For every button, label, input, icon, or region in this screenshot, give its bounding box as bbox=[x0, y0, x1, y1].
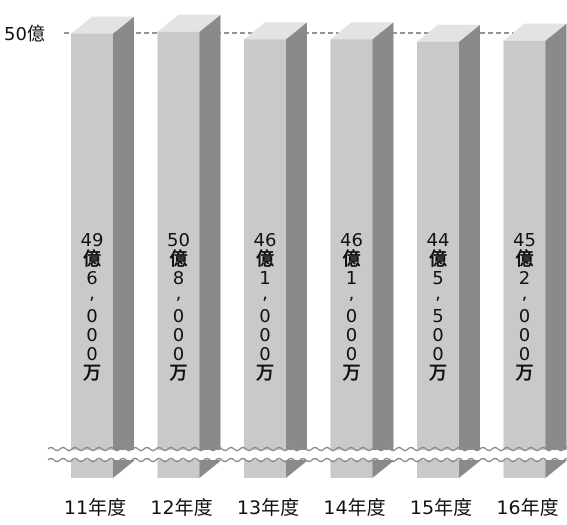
bar-value-glyph: , bbox=[176, 283, 182, 304]
bar-value-glyph: 1 bbox=[259, 268, 270, 289]
bar-side-face bbox=[545, 23, 567, 479]
bar-value-glyph: 46 bbox=[340, 230, 363, 251]
bar-value-glyph: 0 bbox=[519, 344, 530, 365]
bar-value-glyph: 万 bbox=[82, 363, 101, 384]
bar-value-glyph: 0 bbox=[432, 325, 443, 346]
bar-top-face bbox=[71, 16, 134, 34]
bar-value-glyph: 0 bbox=[86, 344, 97, 365]
bar-value-glyph: 万 bbox=[342, 363, 361, 384]
bar-value-glyph: 万 bbox=[515, 363, 534, 384]
bar-value-glyph: 49 bbox=[81, 230, 104, 251]
bar-value-glyph: , bbox=[522, 283, 528, 304]
axis-break-line bbox=[47, 457, 567, 463]
bar-side-face bbox=[199, 14, 221, 478]
bar-front-face bbox=[503, 40, 546, 479]
bar-value-glyph: , bbox=[262, 283, 268, 304]
bar-value-glyph: , bbox=[435, 283, 441, 304]
bar-value-glyph: 億 bbox=[343, 248, 361, 270]
reference-line-label: 50億 bbox=[4, 24, 45, 45]
category-labels-group: 11年度 12年度 13年度 14年度 15年度 16年度 bbox=[64, 497, 559, 519]
bar-value-glyph: 46 bbox=[254, 230, 277, 251]
bar-value-glyph: 万 bbox=[169, 363, 188, 384]
category-label: 12年度 bbox=[150, 497, 212, 519]
bar-value-glyph: 0 bbox=[519, 325, 530, 346]
bar-value-glyph: 億 bbox=[83, 248, 101, 270]
bar-front-face bbox=[71, 33, 113, 478]
bar-value-glyph: , bbox=[349, 283, 355, 304]
bar-value-glyph: 億 bbox=[429, 248, 447, 270]
bar-front-face bbox=[417, 41, 459, 478]
bar-top-face bbox=[503, 23, 567, 41]
bar-front-face bbox=[330, 39, 373, 479]
category-label: 16年度 bbox=[496, 497, 558, 519]
bar-side-face bbox=[286, 22, 307, 479]
bar-value-glyph: , bbox=[89, 283, 95, 304]
bar-value-glyph: 44 bbox=[427, 230, 450, 251]
bar-front-face bbox=[157, 31, 200, 478]
bar-front-face bbox=[244, 39, 286, 479]
bar-value-glyph: 万 bbox=[255, 363, 274, 384]
bar-value-glyph: 0 bbox=[432, 344, 443, 365]
bar-top-face bbox=[157, 14, 221, 32]
bar-value-glyph: 0 bbox=[346, 344, 357, 365]
bar-value-glyph: 0 bbox=[259, 344, 270, 365]
bar-side-face bbox=[372, 22, 394, 479]
category-label: 14年度 bbox=[323, 497, 385, 519]
bar-value-glyph: 0 bbox=[346, 306, 357, 327]
bar-top-face bbox=[244, 22, 307, 40]
bar-side-face bbox=[113, 16, 134, 478]
bar-value-glyph: 8 bbox=[173, 268, 184, 289]
bar-value-glyph: 1 bbox=[346, 268, 357, 289]
bar-side-face bbox=[459, 24, 480, 478]
bars-group: 49億6,000万50億8,000万46億1,000万46億1,000万44億5… bbox=[71, 14, 567, 479]
bar-value-glyph: 2 bbox=[519, 268, 530, 289]
bar-value-glyph: 億 bbox=[516, 248, 534, 270]
bar-value-glyph: 0 bbox=[173, 344, 184, 365]
bar-value-glyph: 0 bbox=[259, 306, 270, 327]
bar-top-face bbox=[417, 24, 480, 42]
bar-value-glyph: 億 bbox=[170, 248, 188, 270]
axis-break-band bbox=[48, 450, 567, 460]
bar-value-glyph: 億 bbox=[256, 248, 274, 270]
bar-value-glyph: 0 bbox=[173, 306, 184, 327]
bar-value-glyph: 万 bbox=[428, 363, 447, 384]
bar-value-glyph: 0 bbox=[346, 325, 357, 346]
category-label: 15年度 bbox=[410, 497, 472, 519]
bar-value-glyph: 6 bbox=[86, 268, 97, 289]
bar-value-glyph: 0 bbox=[86, 306, 97, 327]
bar-value-glyph: 50 bbox=[167, 230, 190, 251]
axis-break-group bbox=[47, 446, 567, 463]
category-label: 11年度 bbox=[64, 497, 126, 519]
bar-value-glyph: 0 bbox=[519, 306, 530, 327]
bar-value-glyph: 0 bbox=[259, 325, 270, 346]
bar-top-face bbox=[330, 22, 394, 40]
axis-break-line bbox=[47, 446, 567, 452]
bar-value-glyph: 5 bbox=[432, 268, 443, 289]
category-label: 13年度 bbox=[237, 497, 299, 519]
bar-value-glyph: 0 bbox=[86, 325, 97, 346]
bar-value-glyph: 45 bbox=[513, 230, 536, 251]
bar-value-glyph: 5 bbox=[432, 306, 443, 327]
bar-value-glyph: 0 bbox=[173, 325, 184, 346]
